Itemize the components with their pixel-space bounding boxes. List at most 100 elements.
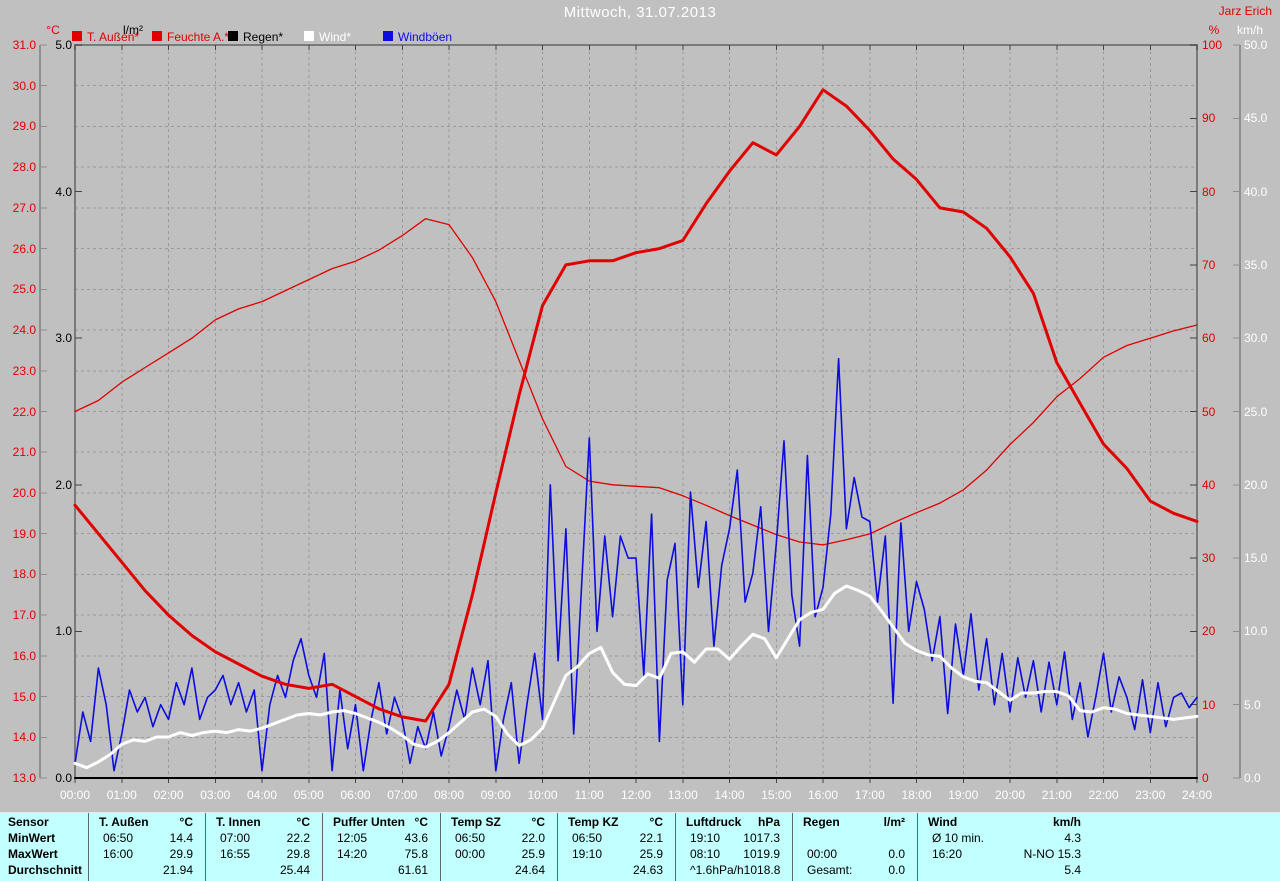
time-tick-label: 19:00 [948,788,979,802]
stats-row: Regen l/m² [793,814,917,830]
stats-row: Wind km/h [918,814,1093,830]
min-value: 43.6 [404,831,428,845]
max-time: 00:00 [807,847,838,861]
watermark: Jarz Erich [1218,4,1272,18]
legend-swatch-icon [304,31,314,41]
stats-row: 5.4 [918,862,1093,878]
avg-label: Gesamt: [807,863,853,877]
sensor-name: Temp KZ [568,815,619,829]
stats-column-t-au-en: T. Außen °C 06:50 14.4 16:00 29.9 21.94 [88,813,205,881]
avg-value: 24.64 [514,863,545,877]
time-tick-label: 11:00 [574,788,604,802]
stats-column-luftdruck: Luftdruck hPa 19:10 1017.3 08:10 1019.9 ^1.6hP… [675,813,792,881]
stats-row: 06:50 22.0 [441,830,557,846]
rain-tick-label: 2.0 [55,477,72,492]
time-tick-label: 00:00 [59,788,91,802]
rain-tick-label: 1.0 [55,624,72,639]
max-time: 19:10 [572,847,603,861]
time-tick-label: 21:00 [1041,788,1072,802]
temp-tick-label: 13.0 [12,771,36,785]
stats-row: 19:10 25.9 [558,846,675,862]
windspeed-tick-label: 15.0 [1244,551,1268,566]
stats-row: T. Innen °C [206,814,322,830]
time-tick-label: 20:00 [994,788,1026,802]
stats-row-label: MinWert [8,831,56,845]
stats-row: T. Außen °C [89,814,205,830]
sensor-name: Regen [803,815,840,829]
stats-row: 21.94 [89,862,205,878]
sensor-unit: °C [531,815,545,829]
humidity-tick-label: 90 [1202,111,1216,126]
avg-value: 61.61 [397,863,428,877]
temp-tick-label: 19.0 [12,526,36,541]
rain-tick-label: 0.0 [55,771,72,785]
max-time: 14:20 [337,847,368,861]
stats-row: ^1.6hPa/h 1018.8 [676,862,792,878]
humidity-tick-label: 70 [1202,257,1216,272]
legend-label: T. Außen* [87,30,140,44]
min-value: 22.1 [639,831,663,845]
time-tick-label: 22:00 [1088,788,1119,802]
time-tick-label: 05:00 [293,788,324,802]
max-value: N-NO 15.3 [1023,847,1081,861]
humidity-tick-label: 50 [1202,404,1216,419]
avg-value: 21.94 [162,863,193,877]
time-tick-label: 14:00 [714,788,745,802]
max-time: 16:55 [220,847,251,861]
humidity-tick-label: 30 [1202,551,1216,566]
stats-row-label: Sensor [8,815,49,829]
min-time: 07:00 [220,831,251,845]
time-tick-label: 01:00 [106,788,137,802]
axis-unit-rain: l/m² [123,23,143,37]
time-tick-label: 23:00 [1135,788,1166,802]
time-tick-label: 02:00 [153,788,184,802]
min-time: Ø 10 min. [932,831,985,845]
max-value: 0.0 [888,847,905,861]
temp-tick-label: 18.0 [12,567,36,582]
windspeed-tick-label: 20.0 [1244,477,1268,492]
rain-tick-label: 5.0 [55,38,72,52]
max-time: 00:00 [455,847,486,861]
humidity-tick-label: 100 [1202,38,1223,52]
avg-value: 1018.8 [743,863,781,877]
temp-tick-label: 16.0 [12,648,36,663]
min-value: 14.4 [169,831,193,845]
legend-label: Wind* [319,30,352,44]
stats-row [793,830,917,846]
max-value: 25.9 [521,847,545,861]
stats-row: 00:00 25.9 [441,846,557,862]
axis-unit-celsius: °C [46,23,60,37]
legend-swatch-icon [228,31,238,41]
max-value: 25.9 [639,847,663,861]
temp-tick-label: 31.0 [12,38,36,52]
legend-label: Windböen [398,30,453,44]
stats-column-regen: Regen l/m² 00:00 0.0 Gesamt: 0.0 [792,813,917,881]
temp-tick-label: 30.0 [12,78,36,93]
stats-row: 25.44 [206,862,322,878]
max-value: 75.8 [404,847,428,861]
stats-row: 08:10 1019.9 [676,846,792,862]
stats-row-label: Durchschnitt [8,863,83,877]
stats-row: 61.61 [323,862,440,878]
stats-row: 14:20 75.8 [323,846,440,862]
feuchte-a--series [74,218,1198,546]
stats-row: Puffer Unten °C [323,814,440,830]
windb-en-series [74,357,1198,772]
temp-tick-label: 28.0 [12,160,36,175]
min-time: 12:05 [337,831,368,845]
stats-row-label: MaxWert [8,847,58,861]
wind-series [73,584,1199,770]
temp-tick-label: 26.0 [12,241,36,256]
max-time: 08:10 [690,847,721,861]
stats-row: Temp KZ °C [558,814,675,830]
sensor-unit: °C [296,815,310,829]
time-tick-label: 12:00 [620,788,652,802]
humidity-tick-label: 80 [1202,184,1216,199]
windspeed-tick-label: 5.0 [1244,697,1261,712]
avg-value: 25.44 [279,863,310,877]
rain-tick-label: 3.0 [55,331,72,346]
legend-label: Regen* [243,30,284,44]
stats-row: 16:20 N-NO 15.3 [918,846,1093,862]
windspeed-tick-label: 35.0 [1244,257,1268,272]
temp-tick-label: 22.0 [12,404,36,419]
